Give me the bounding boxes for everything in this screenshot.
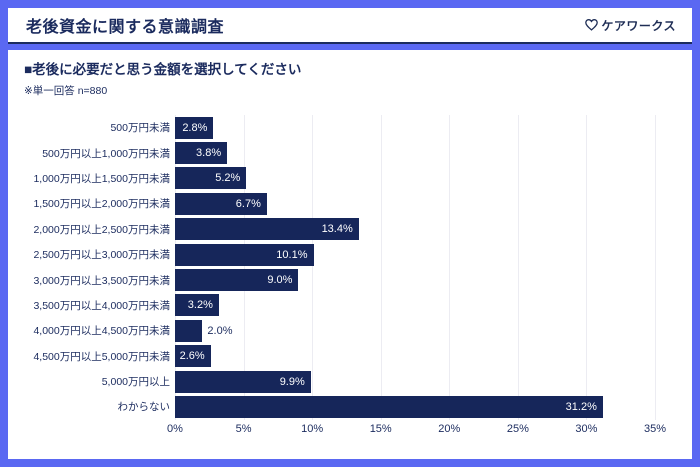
chart-row: 3,500万円以上4,000万円未満 3.2% [24,293,676,318]
bar-value-label: 2.8% [182,121,208,134]
bar-track: 2.6% [175,345,655,368]
x-tick-label: 35% [643,422,667,435]
chart-row: 3,000万円以上3,500万円未満 9.0% [24,267,676,292]
bar-value-label: 2.6% [179,350,205,363]
bar-value-label: 10.1% [276,248,308,261]
bar [175,319,203,342]
bar-track: 10.1% [175,243,655,266]
x-tick-label: 0% [167,422,183,435]
bar: 9.0% [175,269,299,292]
chart-row: 1,000万円以上1,500万円未満 5.2% [24,166,676,191]
bar-chart: 500万円未満 2.8% 500万円以上1,000万円未満 3.8% 1,000万円以上… [24,115,676,439]
category-label: 2,500万円以上3,000万円未満 [33,249,170,262]
x-tick-label: 30% [575,422,598,435]
bar-track: 2.0% [175,319,655,342]
category-label: 1,500万円以上2,000万円未満 [33,198,170,211]
bar-track: 9.9% [175,370,655,393]
brand-logo-text: ケアワークス [601,18,676,33]
bar: 6.7% [175,192,267,215]
bar-track: 6.7% [175,192,655,215]
brand-logo: ケアワークス [585,17,676,34]
category-label: 2,000万円以上2,500万円未満 [33,223,170,236]
bar-value-label: 6.7% [235,197,261,210]
x-tick-label: 10% [301,422,324,435]
bar-value-label: 9.9% [279,375,305,388]
bar-track: 3.2% [175,294,655,317]
bar: 3.8% [175,142,228,165]
bar-value-label: 3.8% [196,147,222,160]
category-label: 4,000万円以上4,500万円未満 [33,325,170,338]
sample-note: ※単一回答 n=880 [24,85,108,97]
bar: 2.8% [175,116,214,139]
x-tick-label: 20% [438,422,461,435]
bar-track: 9.0% [175,269,655,292]
chart-row: 5,000万円以上 9.9% [24,369,676,394]
chart-row: 2,000万円以上2,500万円未満 13.4% [24,217,676,242]
bar-track: 13.4% [175,218,655,241]
x-axis: 0% 5% 10% 15% 20% 25% 30% 35% [167,422,666,439]
x-tick-label: 5% [235,422,252,435]
bar-value-label: 3.2% [187,299,213,312]
chart-row: 4,500万円以上5,000万円未満 2.6% [24,344,676,369]
bar-track: 3.8% [175,142,655,165]
bar-value-label: 13.4% [321,223,353,236]
category-label: 500万円未満 [110,122,170,135]
chart-row: わからない 31.2% [24,394,676,419]
question-label: ■老後に必要だと思う金額を選択してください [24,62,302,77]
category-label: 1,000万円以上1,500万円未満 [33,172,170,185]
chart-row: 2,500万円以上3,000万円未満 10.1% [24,242,676,267]
category-label: 500万円以上1,000万円未満 [42,147,170,160]
bar: 2.6% [175,345,211,368]
bar-value-label: 5.2% [215,172,241,185]
chart-rows: 500万円未満 2.8% 500万円以上1,000万円未満 3.8% 1,000万円以上… [24,115,676,420]
bar-track: 31.2% [175,395,655,418]
page-title: 老後資金に関する意識調査 [26,19,225,36]
bar-value-label: 2.0% [207,324,233,337]
category-label: 3,500万円以上4,000万円未満 [33,299,170,312]
bar-track: 5.2% [175,167,655,190]
category-label: わからない [117,401,171,414]
category-label: 4,500万円以上5,000万円未満 [33,350,170,363]
x-tick-label: 15% [369,422,392,435]
chart-panel: ■老後に必要だと思う金額を選択してください ※単一回答 n=880 500万円未… [8,50,692,459]
bar: 13.4% [175,218,359,241]
chart-row: 500万円未満 2.8% [24,115,676,140]
bar: 10.1% [175,243,314,266]
bar-value-label: 9.0% [267,274,293,287]
bar-track: 2.8% [175,116,655,139]
chart-row: 1,500万円以上2,000万円未満 6.7% [24,191,676,216]
bar: 9.9% [175,370,311,393]
heart-icon [585,19,599,31]
bar: 3.2% [175,294,219,317]
bar: 5.2% [175,167,247,190]
chart-row: 500万円以上1,000万円未満 3.8% [24,140,676,165]
x-tick-label: 25% [506,422,529,435]
category-label: 5,000万円以上 [101,376,170,389]
chart-row: 4,000万円以上4,500万円未満 2.0% [24,318,676,343]
bar-value-label: 31.2% [565,400,597,413]
category-label: 3,000万円以上3,500万円未満 [33,274,170,287]
bar: 31.2% [175,395,603,418]
header-bar: 老後資金に関する意識調査 ケアワークス [8,8,692,44]
